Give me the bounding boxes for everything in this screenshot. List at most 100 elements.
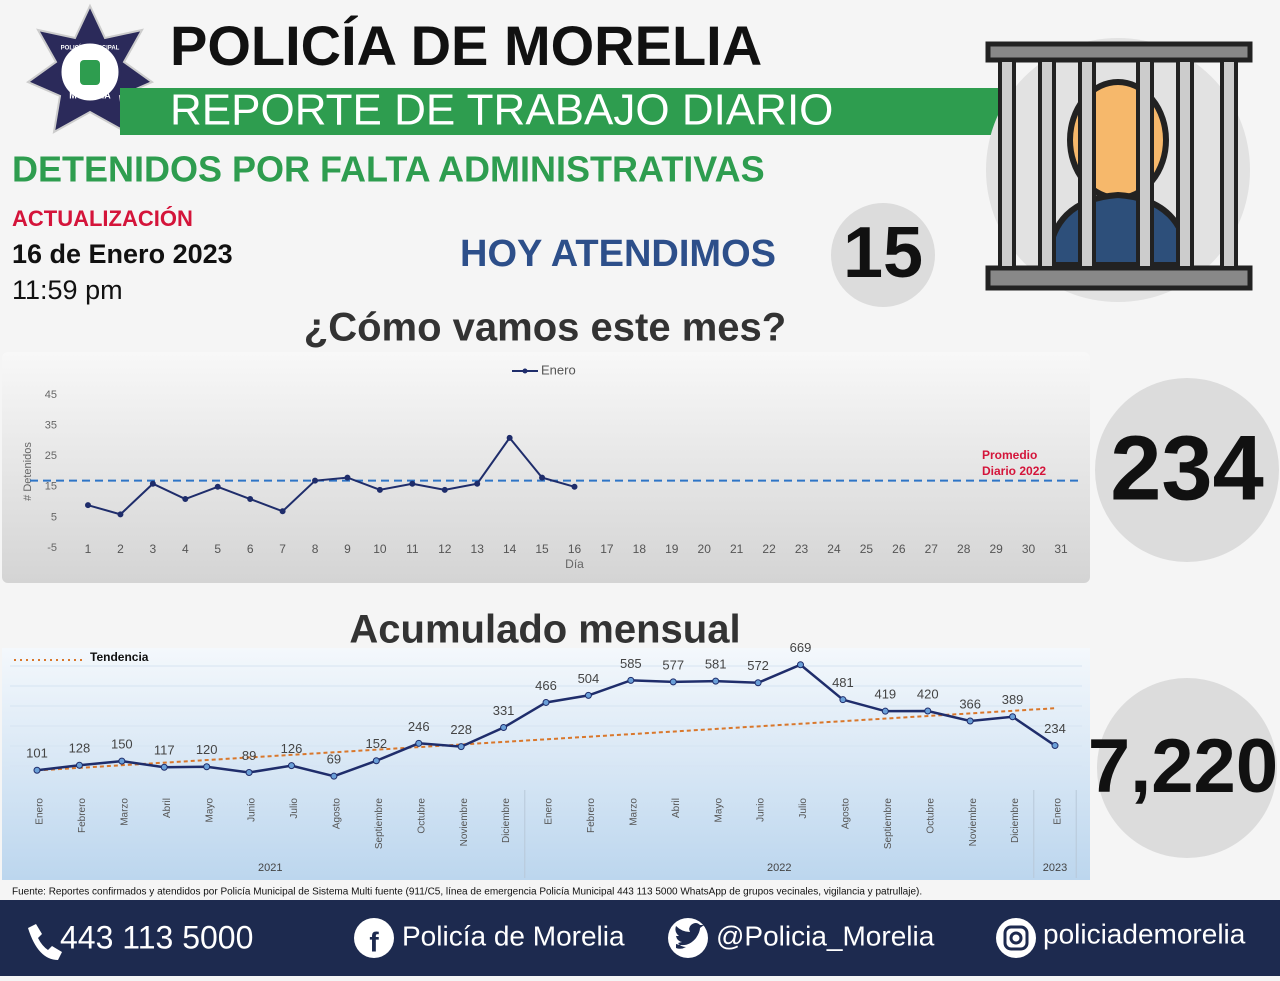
- today-label: HOY ATENDIMOS: [460, 233, 776, 275]
- reference-label: Promedio: [982, 448, 1037, 462]
- month-heading: ¿Cómo vamos este mes?: [304, 306, 786, 350]
- x-axis-label: Día: [565, 557, 584, 571]
- x-tick-label: 27: [925, 542, 939, 556]
- x-tick-label: 21: [730, 542, 744, 556]
- data-label: 389: [1002, 692, 1024, 707]
- data-label: 101: [26, 746, 48, 761]
- x-tick-label: 19: [665, 542, 679, 556]
- data-point: [160, 763, 168, 771]
- x-tick-label: 11: [406, 542, 419, 556]
- x-tick-label: 8: [312, 542, 319, 556]
- data-label: 466: [535, 678, 557, 693]
- data-point: [214, 483, 221, 490]
- today-circle: [831, 203, 935, 307]
- x-tick-label: Febrero: [586, 798, 597, 833]
- data-label: 420: [917, 686, 939, 701]
- x-tick-label: 20: [698, 542, 712, 556]
- update-label: ACTUALIZACIÓN: [12, 206, 193, 231]
- reference-label: Diario 2022: [982, 464, 1046, 478]
- data-label: 572: [747, 658, 769, 673]
- data-point: [754, 679, 762, 687]
- x-tick-label: Diciembre: [501, 798, 512, 843]
- subtitle: REPORTE DE TRABAJO DIARIO: [170, 86, 833, 135]
- data-label: 128: [69, 741, 91, 756]
- data-point: [627, 676, 635, 684]
- facebook-icon: [354, 918, 394, 958]
- x-tick-label: 26: [892, 542, 906, 556]
- data-point: [85, 502, 91, 509]
- data-point: [500, 724, 508, 732]
- y-tick-label: 5: [51, 511, 57, 523]
- data-label: 234: [1044, 721, 1066, 736]
- data-label: 246: [408, 719, 430, 734]
- x-tick-label: 30: [1022, 542, 1036, 556]
- x-tick-label: Octubre: [925, 798, 936, 834]
- cumulative-heading: Acumulado mensual: [349, 608, 740, 652]
- group-label: 2021: [258, 862, 282, 874]
- data-label: 669: [790, 640, 812, 655]
- x-tick-label: Marzo: [119, 798, 130, 826]
- data-label: 331: [493, 703, 515, 718]
- data-point: [1051, 742, 1059, 750]
- badge-top: POLICÍA MUNICIPAL: [61, 44, 120, 52]
- instagram-glyph: [1003, 925, 1029, 951]
- data-point: [372, 757, 380, 765]
- y-tick-label: 35: [45, 420, 57, 432]
- x-tick-label: 6: [247, 542, 254, 556]
- x-tick-label: 18: [633, 542, 647, 556]
- data-point: [571, 483, 578, 490]
- x-tick-label: Septiembre: [883, 798, 894, 850]
- data-label: 117: [154, 743, 175, 758]
- data-point: [118, 757, 126, 765]
- data-point: [344, 474, 351, 481]
- grand-total: 7,220: [1088, 724, 1278, 809]
- y-tick-label: -5: [47, 542, 57, 554]
- source: Fuente: Reportes confirmados y atendidos…: [12, 887, 922, 898]
- instagram-glyph-lens: [1009, 931, 1023, 945]
- grand-total-circle: [1097, 678, 1277, 858]
- month-total: 234: [1110, 417, 1264, 519]
- month-total-circle: [1095, 378, 1279, 562]
- title: POLICÍA DE MORELIA: [170, 14, 762, 77]
- x-tick-label: 15: [535, 542, 549, 556]
- x-tick-label: Abril: [162, 798, 173, 818]
- x-tick-label: 4: [182, 542, 189, 556]
- data-point: [474, 480, 481, 487]
- x-tick-label: 23: [795, 542, 809, 556]
- x-tick-label: Octubre: [416, 798, 427, 834]
- x-tick-label: 5: [214, 542, 221, 556]
- data-label: 150: [111, 737, 133, 752]
- y-tick-label: 45: [45, 389, 57, 401]
- chart-2-frame: [2, 648, 1090, 880]
- data-point: [506, 434, 513, 441]
- data-point: [75, 761, 83, 769]
- update-date: 16 de Enero 2023: [12, 239, 233, 269]
- x-tick-label: Agosto: [332, 798, 343, 830]
- today-value: 15: [843, 213, 923, 293]
- x-tick-label: Agosto: [841, 798, 852, 830]
- data-label: 581: [705, 657, 727, 672]
- data-label: 126: [281, 741, 303, 756]
- data-point: [245, 768, 253, 776]
- x-tick-label: Marzo: [628, 798, 639, 826]
- data-point: [797, 661, 804, 669]
- x-tick-label: Diciembre: [1010, 798, 1021, 843]
- x-tick-label: 29: [989, 542, 1003, 556]
- series-line: [87, 436, 575, 516]
- twitter-glyph: [675, 923, 704, 949]
- data-label: 419: [874, 687, 896, 702]
- data-point: [182, 496, 189, 503]
- data-point: [312, 477, 319, 484]
- data-point: [288, 762, 295, 770]
- badge: POLICÍA MUNICIPAL MORELIA: [25, 3, 155, 134]
- x-tick-label: Mayo: [713, 798, 724, 823]
- legend-marker: [522, 368, 528, 374]
- data-label: 366: [959, 696, 981, 711]
- y-axis-label: # Detenidos: [22, 442, 34, 501]
- data-label: 120: [196, 742, 218, 757]
- x-tick-label: Septiembre: [374, 798, 385, 850]
- chart-1-frame: [2, 352, 1090, 583]
- data-label: 228: [450, 722, 472, 737]
- x-tick-label: 25: [860, 542, 874, 556]
